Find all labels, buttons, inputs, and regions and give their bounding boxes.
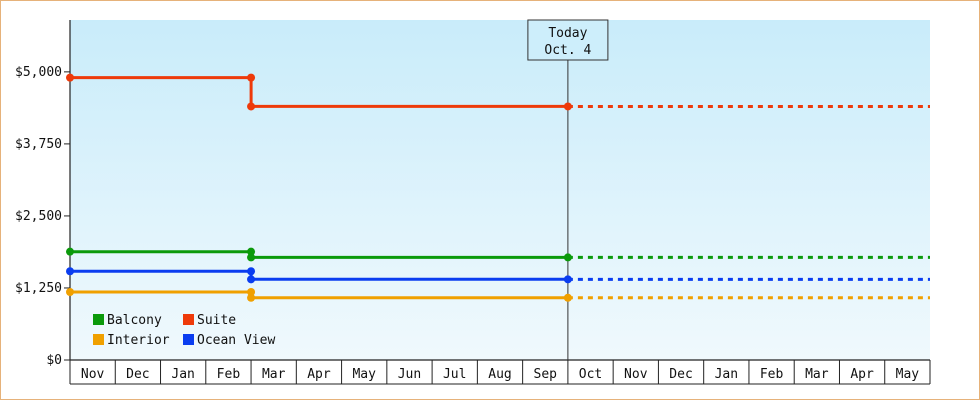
legend-swatch bbox=[183, 334, 194, 345]
x-tick-label: May bbox=[896, 367, 920, 382]
series-point bbox=[247, 253, 256, 262]
x-tick-label: Jan bbox=[171, 367, 194, 382]
series-line bbox=[70, 76, 568, 108]
today-box bbox=[527, 19, 609, 61]
x-tick-label: Dec bbox=[126, 367, 149, 382]
legend-item: Balcony bbox=[93, 313, 162, 328]
x-tick-label: Nov bbox=[81, 367, 105, 382]
series-point bbox=[66, 288, 74, 296]
x-tick-label: Oct bbox=[579, 367, 602, 382]
today-label: Today bbox=[548, 26, 587, 41]
series-point bbox=[66, 247, 74, 256]
x-tick-label: Apr bbox=[307, 367, 331, 382]
series-point bbox=[247, 102, 256, 111]
x-tick-label: Aug bbox=[488, 367, 511, 382]
series-point bbox=[563, 253, 572, 262]
x-tick-label: Mar bbox=[262, 367, 286, 382]
x-tick-label: Mar bbox=[805, 367, 829, 382]
series-point bbox=[247, 293, 256, 302]
y-tick-label: $3,750 bbox=[15, 137, 62, 152]
legend-label: Balcony bbox=[107, 313, 162, 328]
series-point bbox=[247, 267, 256, 276]
legend-swatch bbox=[93, 334, 104, 345]
legend-item: Ocean View bbox=[183, 333, 275, 348]
legend-swatch bbox=[93, 314, 104, 325]
series-point bbox=[247, 275, 256, 284]
today-date: Oct. 4 bbox=[544, 43, 591, 58]
legend-item: Suite bbox=[183, 313, 236, 328]
series-point bbox=[563, 293, 572, 302]
x-tick-label: Nov bbox=[624, 367, 648, 382]
y-tick-label: $2,500 bbox=[15, 209, 62, 224]
x-tick-label: Dec bbox=[669, 367, 692, 382]
x-tick-label: Jun bbox=[398, 367, 421, 382]
x-tick-label: Feb bbox=[760, 367, 784, 382]
series-suite bbox=[66, 73, 930, 111]
series-line bbox=[70, 269, 568, 281]
series-point bbox=[247, 247, 256, 256]
series-point bbox=[563, 102, 572, 111]
series-point bbox=[247, 73, 256, 82]
series-point bbox=[563, 275, 572, 284]
y-tick-label: $0 bbox=[46, 353, 62, 368]
series-interior bbox=[66, 288, 930, 302]
legend-label: Ocean View bbox=[197, 333, 275, 348]
legend-swatch bbox=[183, 314, 194, 325]
x-tick-label: Feb bbox=[217, 367, 241, 382]
plot-background bbox=[70, 20, 930, 360]
y-tick-label: $5,000 bbox=[15, 65, 62, 80]
series-point bbox=[66, 267, 74, 276]
x-tick-label: Sep bbox=[534, 367, 558, 382]
x-tick-label: May bbox=[352, 367, 376, 382]
series-balcony bbox=[66, 247, 930, 262]
x-tick-label: Jan bbox=[715, 367, 738, 382]
x-tick-label: Apr bbox=[850, 367, 874, 382]
series-ocean-view bbox=[66, 267, 930, 284]
legend-item: Interior bbox=[93, 333, 170, 348]
series-point bbox=[66, 73, 74, 82]
series-point bbox=[247, 288, 256, 296]
legend-label: Interior bbox=[107, 333, 170, 348]
legend-label: Suite bbox=[197, 313, 236, 328]
x-tick-label: Jul bbox=[443, 367, 466, 382]
y-tick-label: $1,250 bbox=[15, 281, 62, 296]
